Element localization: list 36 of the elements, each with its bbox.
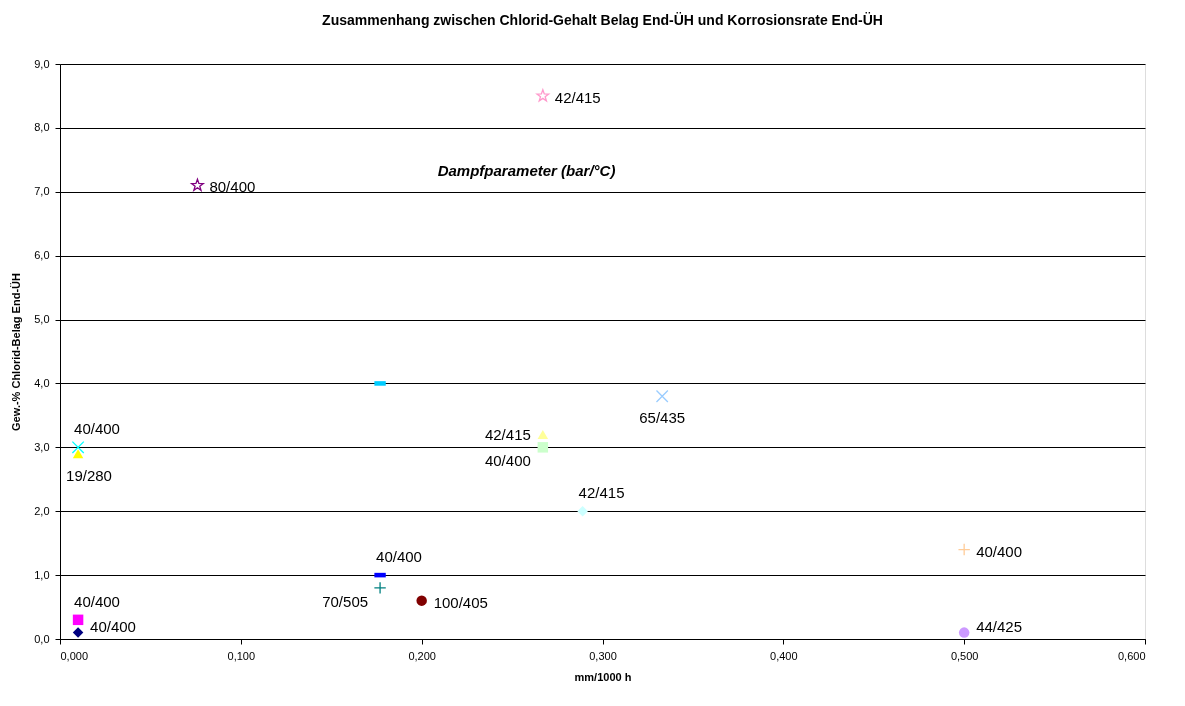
series-label: 44/425 [976, 617, 1023, 635]
series-label: 19/280 [66, 466, 112, 484]
y-tick-label: 8,0 [34, 121, 50, 134]
series-label: 42/415 [554, 88, 601, 106]
x-tick-label: 0,000 [60, 649, 89, 662]
series-label: 40/400 [74, 420, 120, 438]
y-tick-label: 5,0 [34, 313, 50, 326]
y-tick-label: 3,0 [34, 440, 50, 453]
annotation: Dampfparameter (bar/°C) [437, 162, 616, 179]
series-label: 40/400 [976, 542, 1023, 560]
series-label: 40/400 [484, 452, 531, 470]
series-label: 65/435 [639, 409, 686, 427]
x-axis-title: mm/1000 h [574, 670, 632, 683]
series-label: 80/400 [209, 178, 256, 196]
series-label: 42/415 [484, 425, 531, 443]
x-tick-label: 0,300 [589, 649, 617, 662]
x-tick-label: 0,600 [1117, 649, 1146, 662]
series-label: 70/505 [322, 592, 369, 610]
y-tick-label: 4,0 [34, 376, 50, 389]
y-tick-label: 6,0 [34, 249, 50, 262]
x-tick-label: 0,500 [950, 649, 979, 662]
y-tick-label: 7,0 [34, 185, 50, 198]
y-tick-label: 0,0 [34, 632, 50, 645]
x-tick-label: 0,100 [227, 649, 256, 662]
y-axis-title: Gew.-% Chlorid-Belag End-ÜH [10, 273, 23, 431]
x-tick-label: 0,200 [408, 649, 436, 662]
chart-title: Zusammenhang zwischen Chlorid-Gehalt Belag End-ÜH und Korrosionsrate End-ÜH [322, 12, 883, 28]
series-label: 40/400 [90, 617, 136, 635]
series-label: 40/400 [376, 548, 422, 566]
y-tick-label: 2,0 [34, 504, 50, 517]
series-label: 100/405 [433, 593, 488, 611]
x-tick-label: 0,400 [770, 649, 798, 662]
y-tick-label: 9,0 [34, 57, 50, 70]
series-label: 40/400 [74, 592, 120, 610]
series-label: 42/415 [578, 484, 625, 502]
y-tick-label: 1,0 [34, 568, 50, 581]
